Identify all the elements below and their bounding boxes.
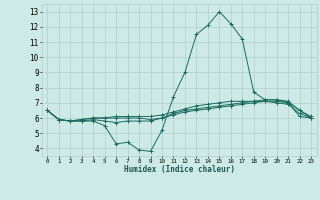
X-axis label: Humidex (Indice chaleur): Humidex (Indice chaleur) — [124, 165, 235, 174]
